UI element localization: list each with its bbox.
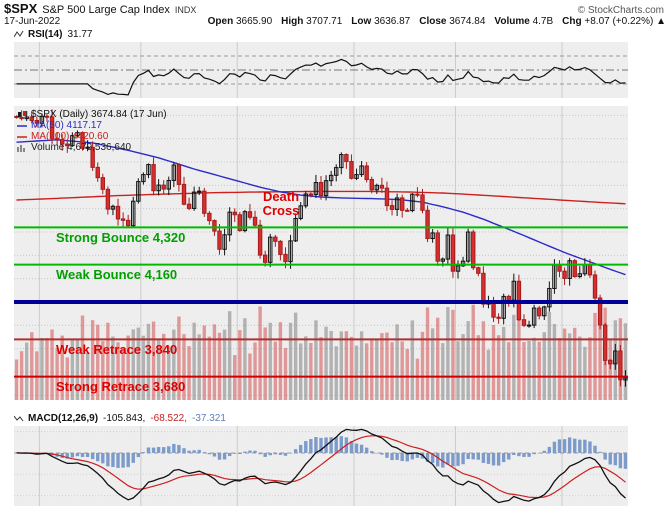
quote-item: Low 3636.87 [351, 16, 411, 27]
quote-item: Open 3665.90 [207, 16, 273, 27]
rsi-legend: RSI(14) 31.77 [13, 29, 93, 40]
macd-value-signal: -68.522, [150, 413, 187, 424]
rsi-legend-value: 31.77 [67, 29, 93, 40]
ma50-legend: MA(50) 4117.17 [17, 120, 102, 131]
quote-item: Volume 4.7B [494, 16, 554, 27]
ma200-legend-text: MA(200) 4420.60 [31, 131, 109, 142]
ticker-symbol: $SPX [4, 1, 38, 16]
x-axis-dates-main [0, 401, 668, 412]
weak-retrace-annotation: Weak Retrace 3,840 [56, 342, 178, 357]
macd-legend-label: MACD(12,26,9) [28, 413, 99, 424]
symbol-legend-text: $SPX (Daily) 3674.84 (17 Jun) [31, 109, 167, 120]
volume-legend: Volume 4,679,536,640 [17, 142, 131, 153]
macd-indicator-icon [13, 414, 24, 423]
exchange-label: INDX [174, 5, 197, 15]
macd-value-hist: -37.321 [192, 413, 226, 424]
volume-bars-icon [17, 143, 27, 152]
copyright: © StockCharts.com [577, 5, 664, 16]
weak-bounce-annotation: Weak Bounce 4,160 [56, 267, 178, 282]
candlestick-icon [17, 110, 27, 119]
ma50-legend-text: MA(50) 4117.17 [31, 120, 102, 131]
macd-value-line: -105.843, [103, 413, 146, 424]
ma200-line-icon [17, 132, 27, 141]
quote-item: Close 3674.84 [419, 16, 486, 27]
ma200-legend: MA(200) 4420.60 [17, 131, 108, 142]
strong-retrace-annotation: Strong Retrace 3,680 [56, 379, 186, 394]
header: $SPX S&P 500 Large Cap Index INDX © Stoc… [4, 1, 664, 16]
quote-strip: Open 3665.90 High 3707.71 Low 3636.87 Close… [208, 16, 666, 27]
x-axis-dates-macd [0, 508, 668, 519]
macd-legend: MACD(12,26,9) -105.843, -68.522, -37.321 [13, 413, 226, 424]
death-cross-annotation: Death Cross [262, 189, 300, 218]
chart-date: 17-Jun-2022 [4, 16, 61, 27]
quote-item: High 3707.71 [281, 16, 343, 27]
quote-item: Chg +8.07 (+0.22%) ▲ [562, 16, 666, 27]
volume-legend-text: Volume 4,679,536,640 [31, 142, 132, 153]
ma50-line-icon [17, 121, 27, 130]
strong-bounce-annotation: Strong Bounce 4,320 [56, 230, 186, 245]
symbol-legend: $SPX (Daily) 3674.84 (17 Jun) [17, 109, 167, 120]
rsi-legend-label: RSI(14) [28, 29, 63, 40]
index-name: S&P 500 Large Cap Index [42, 4, 170, 16]
rsi-indicator-icon [13, 30, 24, 39]
quote-row: 17-Jun-2022 Open 3665.90 High 3707.71 Low … [4, 16, 666, 28]
